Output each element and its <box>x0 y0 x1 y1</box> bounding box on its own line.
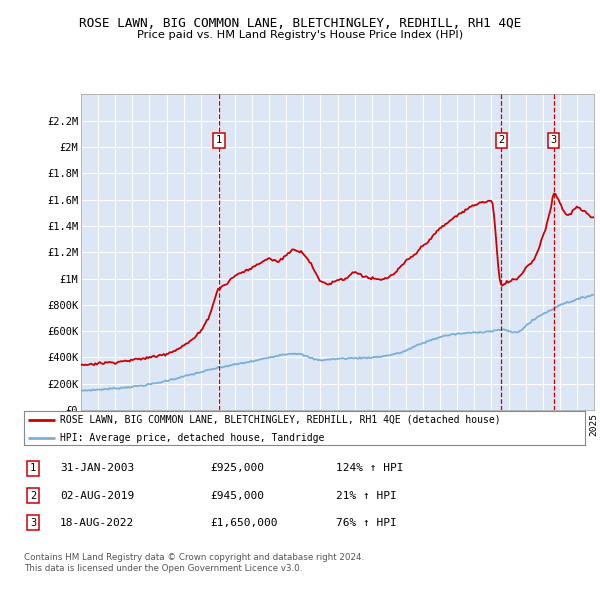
Text: 2: 2 <box>498 136 505 145</box>
Text: This data is licensed under the Open Government Licence v3.0.: This data is licensed under the Open Gov… <box>24 565 302 573</box>
Text: £945,000: £945,000 <box>210 491 264 500</box>
Text: Price paid vs. HM Land Registry's House Price Index (HPI): Price paid vs. HM Land Registry's House … <box>137 30 463 40</box>
Text: ROSE LAWN, BIG COMMON LANE, BLETCHINGLEY, REDHILL, RH1 4QE: ROSE LAWN, BIG COMMON LANE, BLETCHINGLEY… <box>79 17 521 30</box>
Text: 31-JAN-2003: 31-JAN-2003 <box>60 464 134 473</box>
Text: Contains HM Land Registry data © Crown copyright and database right 2024.: Contains HM Land Registry data © Crown c… <box>24 553 364 562</box>
Text: 3: 3 <box>30 518 36 527</box>
Text: 76% ↑ HPI: 76% ↑ HPI <box>336 518 397 527</box>
Text: 1: 1 <box>216 136 223 145</box>
Text: 2: 2 <box>30 491 36 500</box>
Text: 02-AUG-2019: 02-AUG-2019 <box>60 491 134 500</box>
Text: 18-AUG-2022: 18-AUG-2022 <box>60 518 134 527</box>
Text: ROSE LAWN, BIG COMMON LANE, BLETCHINGLEY, REDHILL, RH1 4QE (detached house): ROSE LAWN, BIG COMMON LANE, BLETCHINGLEY… <box>61 415 501 425</box>
Text: 124% ↑ HPI: 124% ↑ HPI <box>336 464 404 473</box>
Text: 21% ↑ HPI: 21% ↑ HPI <box>336 491 397 500</box>
Text: 3: 3 <box>550 136 557 145</box>
Text: £1,650,000: £1,650,000 <box>210 518 277 527</box>
Text: £925,000: £925,000 <box>210 464 264 473</box>
Text: HPI: Average price, detached house, Tandridge: HPI: Average price, detached house, Tand… <box>61 433 325 443</box>
Text: 1: 1 <box>30 464 36 473</box>
